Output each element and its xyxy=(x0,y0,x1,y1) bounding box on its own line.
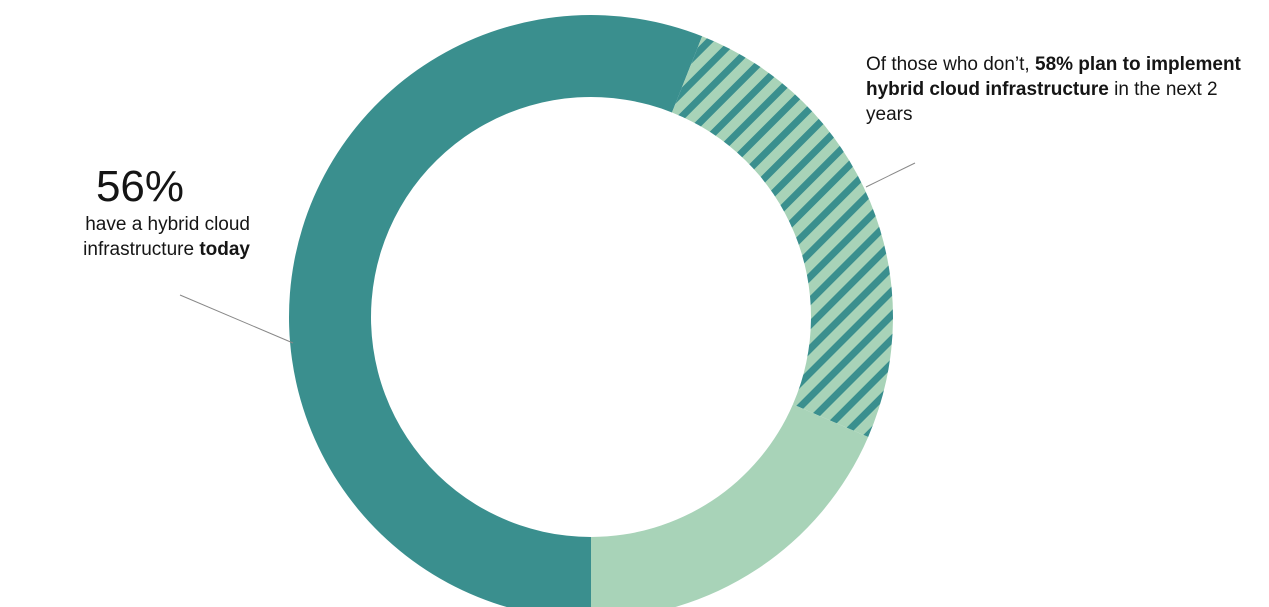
donut-slice-3 xyxy=(591,404,869,607)
donut-slice-1 xyxy=(289,15,703,607)
right-callout: Of those who don’t, 58% plan to implemen… xyxy=(866,52,1266,127)
right-callout-suffix: in the next 2 years xyxy=(866,79,1218,125)
right-callout-prefix: Of those who don’t, xyxy=(866,54,1035,75)
callout-line-2-prefix: infrastructure xyxy=(83,239,200,260)
right-callout-bold: 58% plan to implement hybrid cloud infra… xyxy=(866,54,1241,100)
percent-value: 56% xyxy=(95,162,185,211)
callout-line-2-bold: today xyxy=(199,239,250,260)
right-leader-line xyxy=(865,162,916,188)
callout-line-2: infrastructure today xyxy=(0,237,250,262)
callout-line-1: have a hybrid cloud xyxy=(85,214,250,235)
donut-slice-2 xyxy=(671,36,894,437)
left-leader-line xyxy=(179,294,294,344)
left-callout: 56% have a hybrid cloud infrastructure t… xyxy=(0,162,250,262)
